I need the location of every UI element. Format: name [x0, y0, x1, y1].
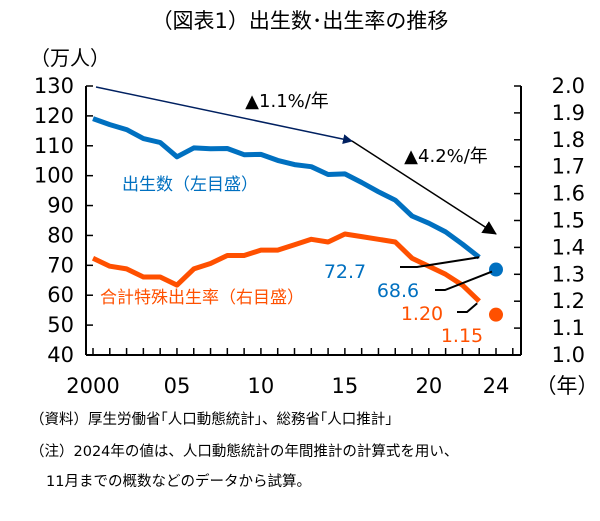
note-line-2: 11月までの概数などのデータから試算。 [46, 474, 311, 490]
note-line-1: （注）2024年の値は、人口動態統計の年間推計の計算式を用い、 [30, 444, 459, 460]
x-axis-tick-label: 05 [164, 374, 191, 398]
births-line [92, 116, 481, 260]
right-axis-tick-label: 2.0 [552, 74, 585, 98]
births-series-label: 出生数（左目盛） [122, 175, 258, 195]
births-2024-label: 68.6 [377, 280, 419, 302]
left-axis-tick-label: 130 [34, 74, 74, 98]
right-axis-tick-label: 1.9 [552, 101, 585, 125]
left-axis-tick-label: 60 [47, 283, 74, 307]
right-axis-tick-label: 1.5 [552, 209, 585, 233]
right-axis-tick-label: 1.4 [552, 235, 585, 259]
right-axis-tick-label: 1.3 [552, 262, 585, 286]
x-axis-tick-label: 24 [483, 374, 510, 398]
right-axis-tick-label: 1.7 [552, 155, 585, 179]
chart: （図表1）出生数･出生率の推移 （万人） 40 50 60 70 80 90 100 110 1… [30, 9, 599, 398]
trend-arrow-1 [95, 86, 353, 145]
tfr-line [91, 231, 481, 304]
x-axis-tick-label: 15 [332, 374, 359, 398]
tfr-2024-label: 1.15 [441, 325, 483, 347]
leader-births-2023 [400, 256, 480, 268]
right-axis-tick-label: 1.1 [552, 316, 585, 340]
axes: 4050607080901001101201301.01.11.21.31.41… [34, 74, 599, 398]
left-axis-tick-label: 110 [34, 134, 74, 158]
births-2024-point [489, 262, 503, 277]
right-axis-tick-label: 1.0 [552, 343, 585, 367]
chart-title: （図表1）出生数･出生率の推移 [152, 9, 449, 33]
left-axis-tick-label: 80 [47, 223, 74, 247]
right-axis-tick-label: 1.8 [552, 128, 585, 152]
tfr-2024-point [489, 307, 503, 322]
left-axis-tick-label: 120 [34, 104, 74, 128]
left-axis-tick-label: 100 [34, 164, 74, 188]
right-axis-tick-label: 1.6 [552, 182, 585, 206]
x-axis-unit: （年） [536, 374, 599, 398]
left-axis-unit: （万人） [30, 46, 110, 70]
left-axis-tick-label: 70 [47, 253, 74, 277]
series-labels: 出生数（左目盛） 合計特殊出生率（右目盛） 72.7 68.6 1.20 1.1… [100, 175, 483, 347]
leader-tfr-2023 [457, 302, 478, 313]
leader-births-2024 [435, 270, 493, 291]
left-axis-tick-label: 50 [47, 313, 74, 337]
tfr-2023-label: 1.20 [401, 303, 443, 325]
trend-arrows: ▲1.1%/年 ▲4.2%/年 [95, 86, 497, 235]
source-note: （資料）厚生労働省｢人口動態統計｣、総務省｢人口推計｣ [30, 412, 393, 428]
left-axis-tick-label: 90 [47, 194, 74, 218]
x-axis-tick-label: 10 [248, 374, 275, 398]
right-axis-tick-label: 1.2 [552, 289, 585, 313]
series-lines [91, 116, 503, 322]
x-axis-tick-label: 2000 [66, 374, 119, 398]
tfr-series-label: 合計特殊出生率（右目盛） [100, 288, 304, 308]
left-axis-tick-label: 40 [47, 343, 74, 367]
trend-label-1: ▲1.1%/年 [245, 91, 329, 112]
trend-label-2: ▲4.2%/年 [404, 146, 488, 167]
births-2023-label: 72.7 [324, 261, 366, 283]
x-axis-tick-label: 20 [415, 374, 442, 398]
trend-arrow-2 [351, 140, 497, 235]
